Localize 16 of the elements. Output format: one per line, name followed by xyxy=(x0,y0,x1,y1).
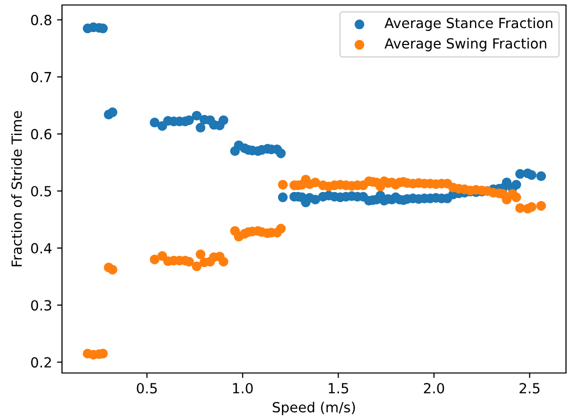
y-axis-title: Fraction of Stride Time xyxy=(11,111,22,266)
x-tick-label: 2.5 xyxy=(520,382,540,394)
x-axis-title: Speed (m/s) xyxy=(272,402,355,416)
y-tick-label: 0.2 xyxy=(31,357,51,368)
y-tick-label: 0.3 xyxy=(31,300,52,311)
y-tick-label: 0.5 xyxy=(31,186,52,196)
y-tick-label: 0.7 xyxy=(31,72,52,82)
x-tick-label: 1.0 xyxy=(233,382,253,394)
legend-label: Average Stance Fraction xyxy=(384,18,552,31)
x-tick-label: 0.5 xyxy=(136,382,157,394)
y-tick-label: 0.6 xyxy=(31,128,52,140)
y-tick-label: 0.8 xyxy=(31,14,52,26)
y-tick-label: 0.4 xyxy=(31,243,52,254)
legend-label: Average Swing Fraction xyxy=(384,38,546,52)
x-tick-label: 1.5 xyxy=(328,383,348,394)
x-tick-label: 2.0 xyxy=(424,382,444,394)
